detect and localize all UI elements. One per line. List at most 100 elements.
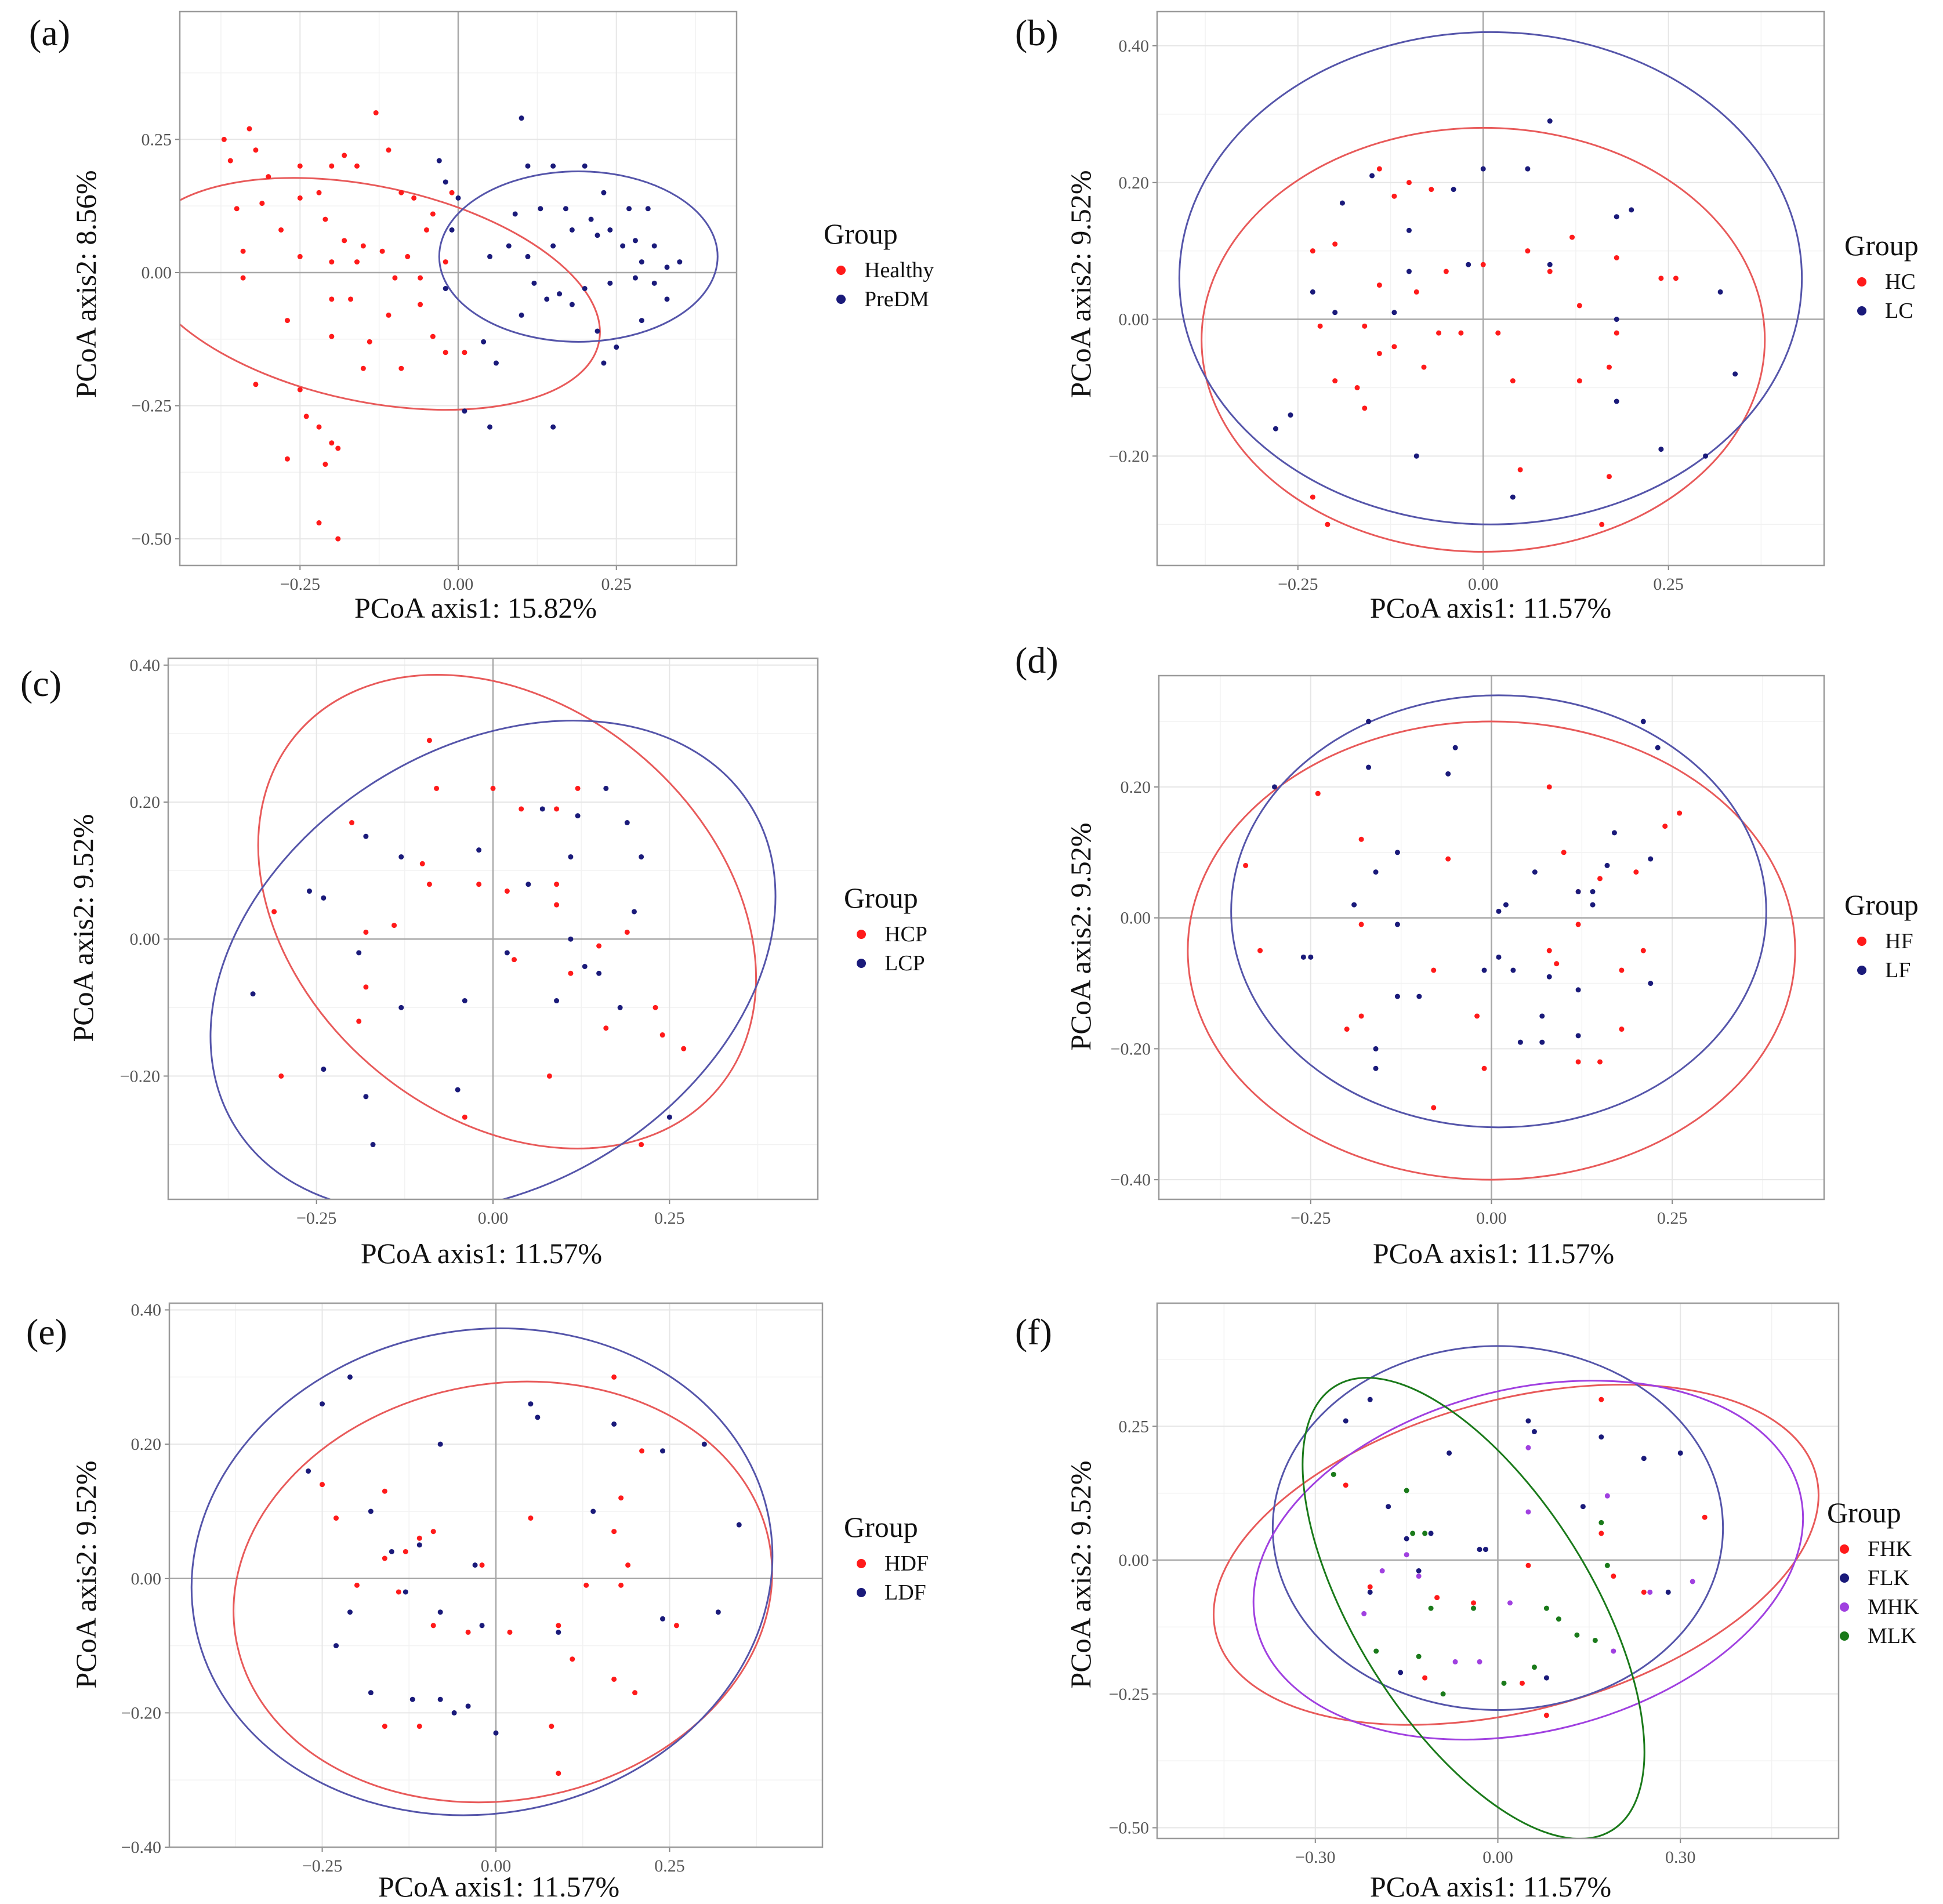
data-point-lc [1510, 494, 1516, 500]
data-point-hc [1317, 323, 1323, 329]
data-point-flk [1543, 1675, 1549, 1681]
x-tick-label: −0.25 [280, 575, 320, 594]
data-point-ldf [306, 1468, 311, 1474]
y-axis-title: PCoA axis2: 9.52% [1064, 170, 1097, 398]
data-point-healthy [354, 163, 360, 169]
plot-area [1178, 31, 1803, 553]
data-point-predm [677, 259, 683, 265]
data-point-predm [607, 280, 613, 286]
data-point-predm [443, 179, 448, 185]
data-point-hcp [392, 923, 397, 929]
y-tick-label: −0.20 [120, 1067, 160, 1086]
data-point-lc [1339, 200, 1345, 206]
data-point-ldf [736, 1522, 742, 1528]
data-point-lcp [356, 950, 362, 956]
data-point-flk [1398, 1670, 1404, 1675]
confidence-ellipse-lc [1178, 31, 1803, 525]
panel-label: (b) [1015, 12, 1058, 53]
legend-swatch-ldf [857, 1588, 866, 1597]
data-point-mlk [1574, 1632, 1580, 1638]
data-point-flk [1531, 1429, 1537, 1435]
data-point-hcp [681, 1046, 687, 1051]
data-point-hcp [278, 1073, 284, 1079]
data-point-ldf [590, 1508, 596, 1514]
plot-frame [179, 10, 738, 567]
data-point-lc [1406, 269, 1412, 274]
data-point-hc [1510, 378, 1516, 384]
data-point-lcp [666, 1114, 672, 1120]
x-tick-label: 0.25 [601, 575, 632, 594]
data-point-lcp [568, 936, 574, 942]
data-point-healthy [335, 536, 341, 542]
data-point-hc [1332, 378, 1338, 384]
data-point-hcp [476, 882, 482, 887]
data-point-hcp [356, 1018, 362, 1024]
data-point-healthy [297, 387, 303, 393]
data-point-lcp [398, 1004, 404, 1010]
data-point-healthy [348, 296, 354, 302]
data-point-ldf [416, 1542, 422, 1548]
data-point-healthy [411, 195, 417, 201]
data-point-lc [1451, 187, 1456, 193]
data-point-ldf [403, 1589, 408, 1595]
plot-frame [168, 1302, 824, 1848]
data-point-lf [1546, 974, 1552, 980]
data-point-flk [1483, 1547, 1489, 1553]
data-point-healthy [297, 163, 303, 169]
data-point-lc [1332, 310, 1338, 315]
data-point-hf [1344, 1027, 1350, 1032]
legend-label-fhk: FHK [1868, 1537, 1912, 1561]
legend: Group HCP LCP [844, 882, 927, 975]
data-point-predm [645, 206, 651, 212]
plot-area [1213, 1345, 1819, 1838]
data-point-lc [1658, 447, 1664, 452]
data-point-fhk [1598, 1397, 1604, 1402]
data-point-predm [443, 286, 448, 291]
data-point-flk [1580, 1504, 1586, 1510]
data-point-lf [1496, 954, 1502, 960]
panel-5: (f) −0.30 0.00 0.30 −0.50 −0.25 0.00 0.25 PCoA a… [1015, 1302, 1919, 1903]
panel-label: (a) [29, 12, 70, 53]
data-point-mlk [1428, 1605, 1434, 1611]
data-point-mhk [1611, 1648, 1616, 1654]
data-point-predm [607, 227, 613, 233]
data-point-hdf [320, 1482, 325, 1488]
data-point-predm [544, 296, 550, 302]
data-point-predm [569, 302, 575, 307]
data-point-lf [1648, 856, 1654, 862]
data-point-hcp [271, 909, 277, 915]
data-point-hdf [570, 1656, 575, 1662]
data-point-mlk [1501, 1680, 1507, 1686]
data-point-hdf [618, 1582, 624, 1588]
legend-title: Group [1844, 229, 1919, 262]
legend-title: Group [1827, 1496, 1901, 1529]
data-point-predm [614, 344, 619, 350]
data-point-mlk [1331, 1471, 1336, 1477]
data-point-flk [1447, 1450, 1452, 1456]
legend: Group Healthy PreDM [824, 217, 934, 311]
y-axis-title: PCoA axis2: 8.56% [70, 170, 102, 398]
legend-label-flk: FLK [1868, 1566, 1909, 1590]
confidence-ellipse-hcp [257, 674, 757, 1149]
data-point-hc [1599, 521, 1605, 527]
data-point-lc [1547, 118, 1553, 124]
data-point-hf [1481, 1065, 1487, 1071]
data-point-lf [1517, 1039, 1523, 1045]
data-point-hc [1443, 269, 1449, 274]
data-point-hdf [416, 1535, 422, 1541]
x-axis-title: PCoA axis1: 11.57% [361, 1237, 602, 1270]
data-point-hc [1376, 351, 1382, 357]
data-point-healthy [398, 365, 404, 371]
data-point-hf [1597, 876, 1603, 882]
data-point-healthy [246, 126, 252, 132]
y-tick-label: 0.20 [1121, 778, 1151, 797]
data-point-ldf [389, 1548, 394, 1554]
y-tick-label: −0.20 [1109, 447, 1149, 466]
x-tick-label: 0.25 [1657, 1209, 1688, 1228]
legend-title: Group [1844, 888, 1919, 921]
data-point-healthy [392, 275, 398, 281]
confidence-ellipse-fhk [1213, 1384, 1819, 1726]
data-point-mhk [1647, 1589, 1653, 1595]
legend-label-mlk: MLK [1868, 1624, 1917, 1648]
data-point-lc [1466, 262, 1471, 267]
